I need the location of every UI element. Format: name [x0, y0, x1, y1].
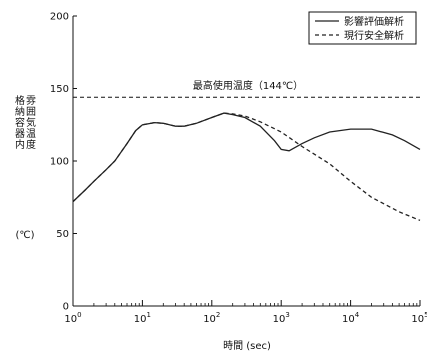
y-tick-label: 150: [50, 84, 69, 95]
x-tick-label: 101: [134, 311, 151, 325]
legend-label-impact-analysis: 影響評価解析: [344, 15, 404, 28]
y-axis-label-char: 気: [26, 116, 36, 129]
y-axis-label-char: 度: [26, 138, 36, 151]
x-tick-label: 102: [203, 311, 220, 325]
y-axis-label-char: 容: [15, 116, 25, 129]
y-axis-label-char: 囲: [26, 106, 36, 118]
x-axis-label: 時間 (sec): [223, 340, 271, 352]
y-axis-label-char: 器: [15, 128, 25, 140]
series-line-current-safety-analysis: [72, 112, 421, 222]
y-tick-label: 50: [56, 229, 69, 240]
y-axis-unit: (℃): [15, 230, 34, 241]
y-tick-label: 0: [63, 302, 69, 313]
x-tick-label: 103: [273, 311, 290, 325]
x-ticks: 100 101 102 103 104 105: [64, 300, 427, 325]
y-axis-label-char: 温: [26, 128, 36, 140]
y-axis-label-char: 納: [15, 105, 25, 118]
y-tick-label: 200: [50, 12, 69, 23]
y-axis-label-char: 内: [15, 138, 25, 151]
y-axis-label-char: 雰: [26, 95, 36, 107]
x-tick-label: 100: [64, 311, 81, 325]
legend-box: [308, 11, 417, 45]
y-tick-label: 100: [50, 157, 69, 168]
y-ticks: 0 50 100 150 200: [50, 12, 77, 313]
legend-label-current-safety-analysis: 現行安全解析: [344, 29, 404, 42]
max-temperature-label: 最高使用温度（144℃）: [193, 79, 303, 92]
x-tick-label: 104: [342, 311, 360, 325]
series-line-impact-analysis: [72, 112, 421, 203]
x-tick-label: 105: [411, 311, 427, 325]
legend: 影響評価解析 現行安全解析: [308, 11, 417, 45]
y-axis-label-char: 格: [15, 94, 25, 107]
